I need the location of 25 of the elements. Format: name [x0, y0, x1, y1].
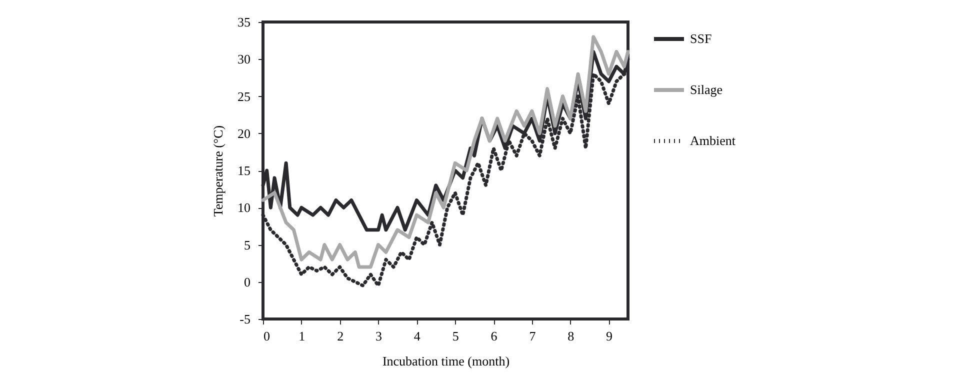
x-tick-label: 4: [414, 328, 421, 344]
y-tick-label: 35: [238, 14, 250, 30]
x-tick-label: 8: [568, 328, 574, 344]
x-tick-label: 9: [606, 328, 613, 344]
x-tick-label: 2: [337, 328, 344, 344]
x-tick-label: 3: [376, 328, 382, 344]
line-series: [261, 35, 630, 269]
y-tick-label: 15: [238, 163, 250, 178]
x-tick-label: 0: [264, 328, 270, 344]
y-tick-label: 25: [238, 88, 250, 104]
legend-label: Silage: [690, 82, 723, 97]
legend-label: SSF: [690, 31, 712, 46]
x-tick-label: 1: [298, 328, 306, 344]
y-tick-label: 20: [238, 126, 250, 141]
y-tick-label: 10: [238, 200, 250, 216]
y-axis-title: Temperature (°C): [210, 125, 226, 217]
y-tick-label: -5: [240, 312, 250, 326]
x-tick-label: 5: [452, 328, 459, 344]
y-tick-label: 30: [238, 52, 250, 67]
x-axis-title: Incubation time (month): [382, 354, 510, 368]
x-tick-label: 6: [490, 328, 498, 344]
legend-label: Ambient: [690, 133, 736, 148]
y-tick-label: 5: [244, 237, 250, 252]
y-tick-label: 0: [244, 274, 250, 290]
x-tick-label: 7: [529, 328, 536, 344]
